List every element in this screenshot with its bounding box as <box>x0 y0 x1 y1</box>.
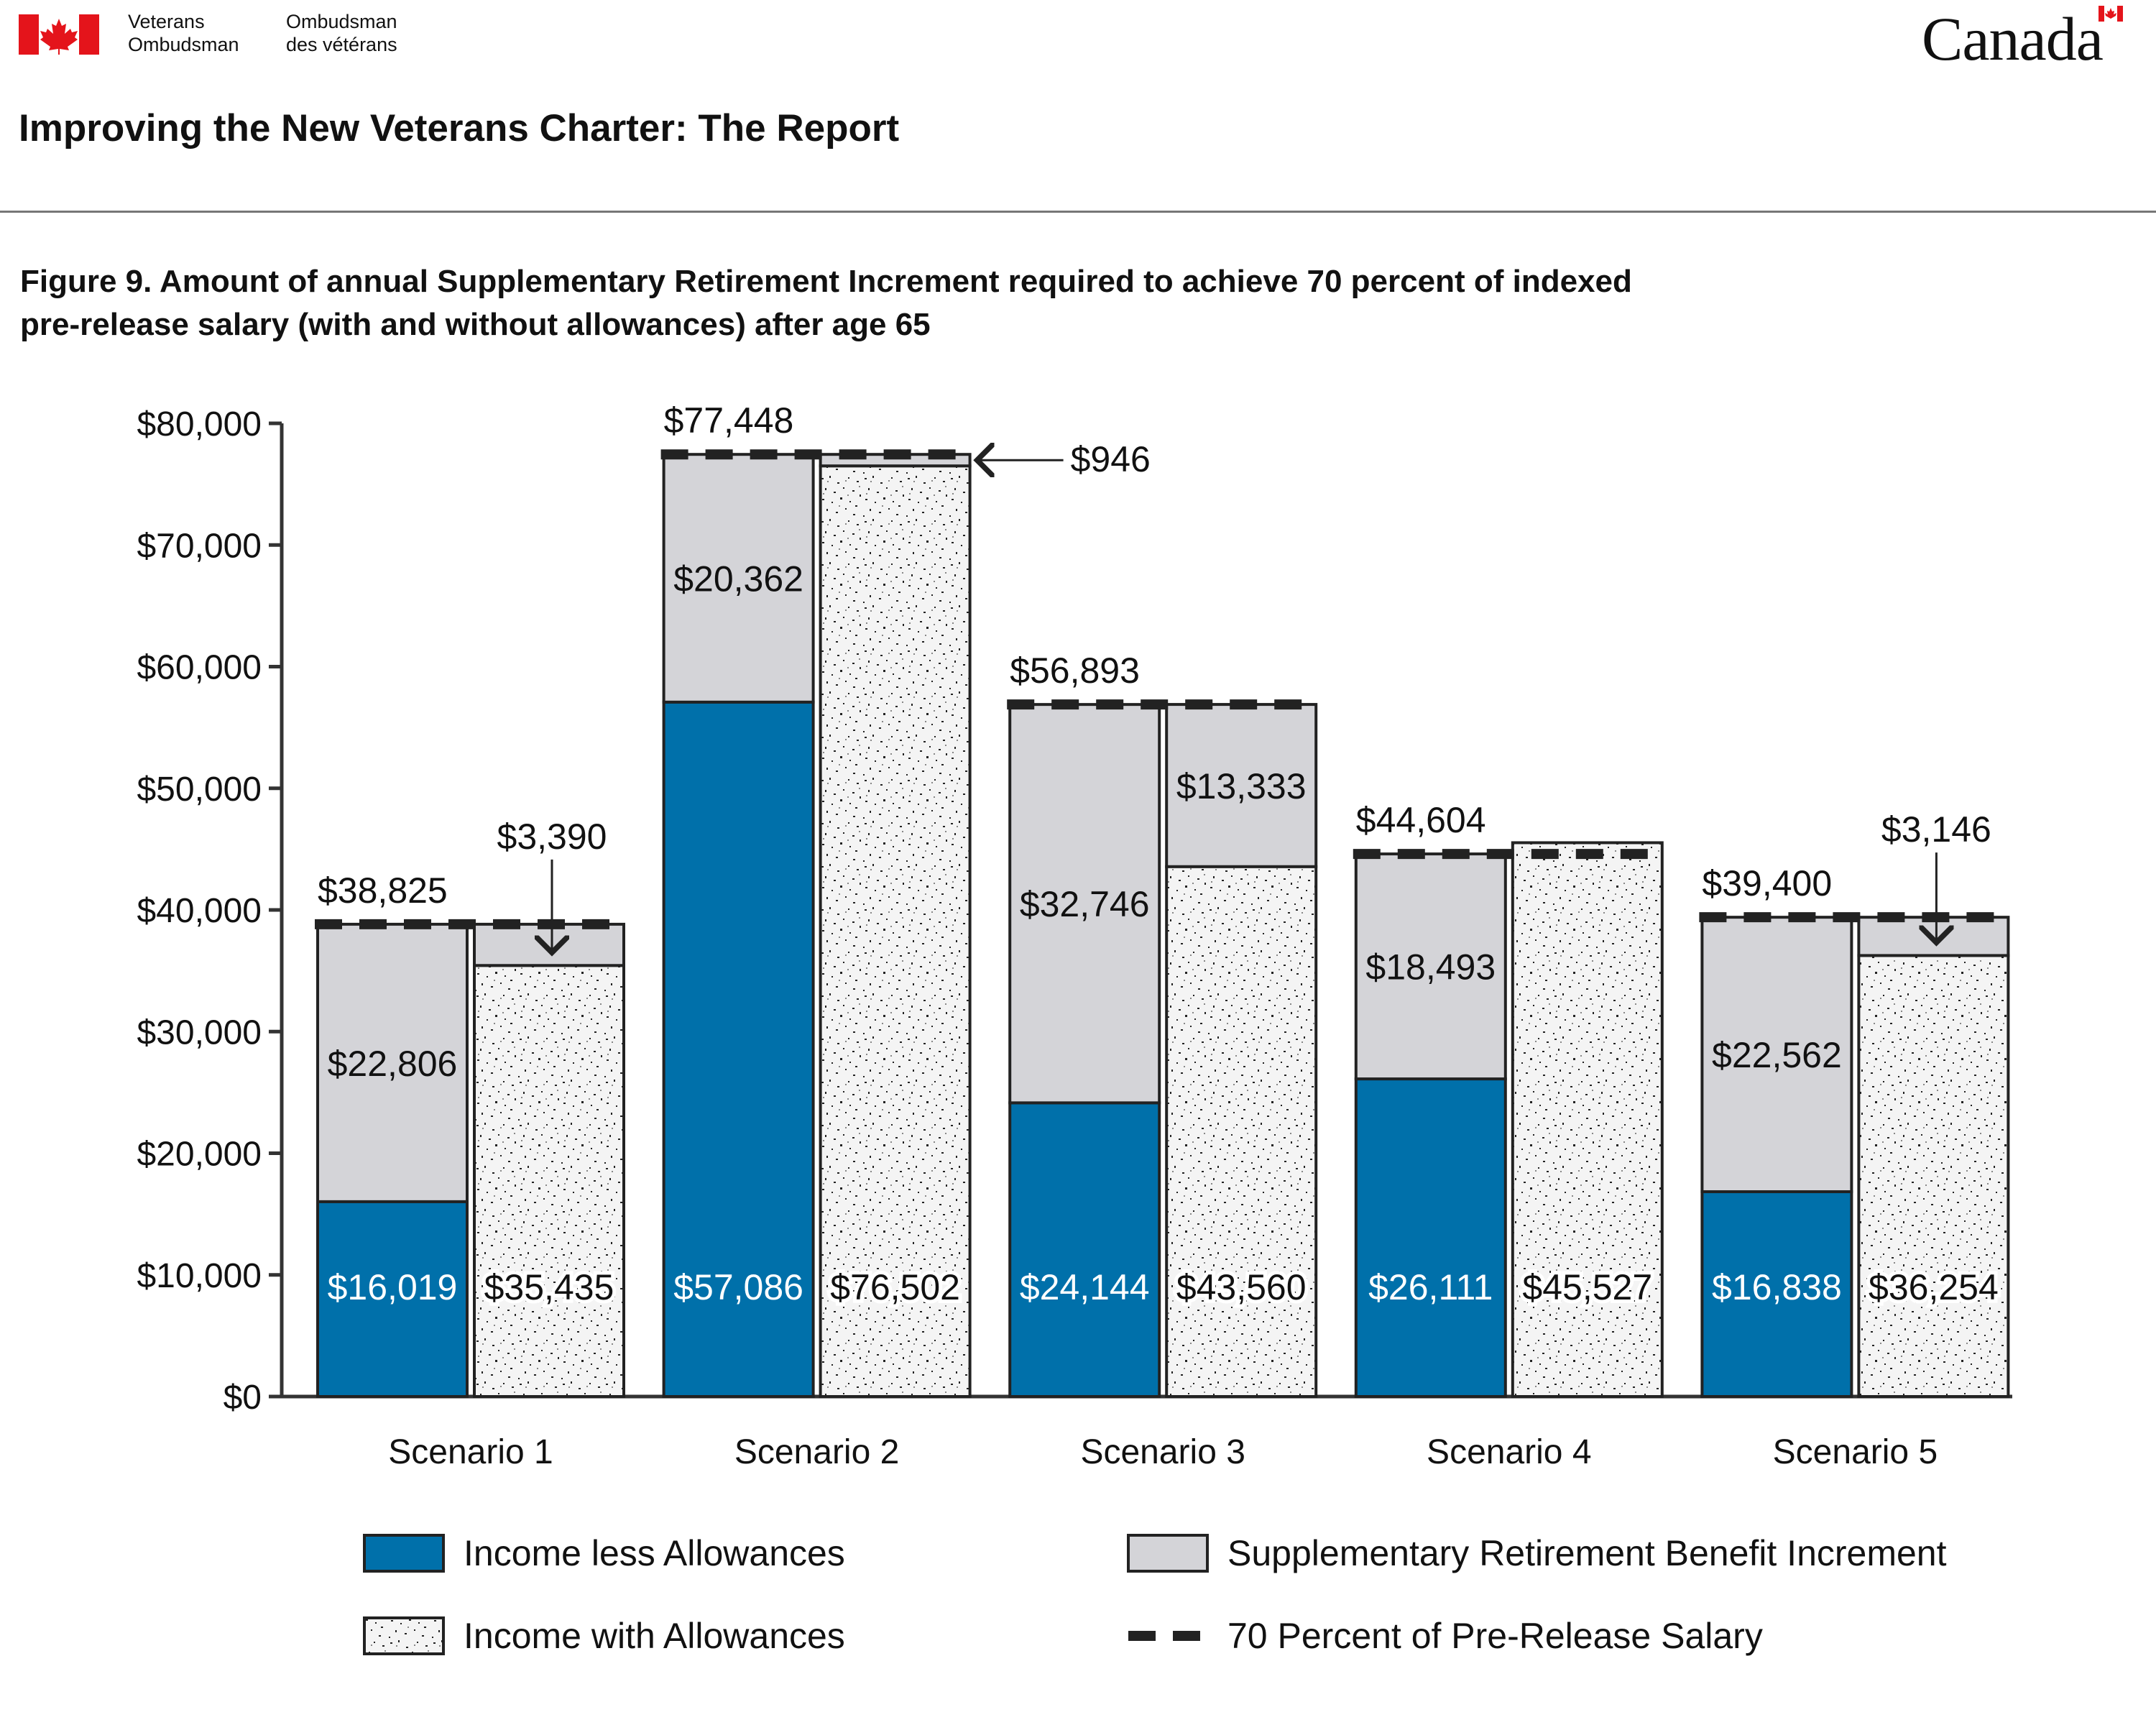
sri-increment-label: $32,746 <box>1020 884 1150 924</box>
figure-title-line1: Figure 9. Amount of annual Supplementary… <box>20 264 1632 299</box>
income-less-label: $24,144 <box>1020 1267 1150 1307</box>
income-less-label: $16,838 <box>1712 1267 1842 1307</box>
y-tick-label: $0 <box>224 1379 262 1417</box>
bar-income-less-allowances <box>1700 1190 1853 1398</box>
y-tick-label: $20,000 <box>137 1136 262 1174</box>
x-category-label: Scenario 2 <box>734 1433 899 1471</box>
figure-title-line2: pre-release salary (with and without all… <box>20 307 931 342</box>
figure-title: Figure 9. Amount of annual Supplementary… <box>20 260 2032 346</box>
income-with-label: $76,502 <box>830 1267 960 1307</box>
income-with-label: $45,527 <box>1522 1267 1652 1307</box>
bar-sri-increment <box>1008 703 1161 1105</box>
y-tick-label: $80,000 <box>137 405 262 443</box>
target-salary-label: $56,893 <box>1010 650 1140 691</box>
bar-income-less-allowances <box>316 1200 469 1398</box>
legend-label: Income with Allowances <box>464 1616 845 1656</box>
bar-sri-increment <box>662 453 815 704</box>
sri-increment-right-label: $3,146 <box>1881 809 1991 850</box>
legend-label: 70 Percent of Pre-Release Salary <box>1227 1616 1763 1656</box>
department-name-fr: Ombudsman des vétérans <box>286 10 397 56</box>
y-tick-label: $70,000 <box>137 527 262 565</box>
income-less-label: $26,111 <box>1368 1267 1493 1307</box>
bar-income-less-allowances <box>1354 1077 1507 1398</box>
dept-en-line1: Veterans <box>128 11 205 32</box>
sri-increment-right-label: $946 <box>1071 439 1151 479</box>
canada-wordmark: Canada <box>1922 0 2137 73</box>
bar-sri-increment-right <box>1857 916 2010 957</box>
maple-leaf-icon <box>19 14 99 55</box>
target-salary-label: $38,825 <box>318 870 448 911</box>
x-category-label: Scenario 3 <box>1080 1433 1245 1471</box>
legend-label: Income less Allowances <box>464 1533 845 1573</box>
bar-income-less-allowances <box>1008 1101 1161 1398</box>
bar-income-with-allowances <box>1165 865 1318 1398</box>
sri-increment-right-label: $3,390 <box>497 816 607 857</box>
bar-income-with-allowances <box>1857 954 2010 1398</box>
target-salary-label: $39,400 <box>1702 863 1832 903</box>
header-divider <box>0 211 2156 213</box>
income-less-label: $16,019 <box>328 1267 458 1307</box>
bar-sri-increment-right <box>1165 703 1318 868</box>
target-salary-label: $44,604 <box>1356 800 1486 840</box>
y-tick-label: $40,000 <box>137 892 262 930</box>
wordmark-text: Canada <box>1922 4 2104 73</box>
bar-sri-increment <box>1354 852 1507 1081</box>
dept-fr-line1: Ombudsman <box>286 11 397 32</box>
income-with-label: $35,435 <box>484 1267 614 1307</box>
department-name-en: Veterans Ombudsman <box>128 10 239 56</box>
page-title: Improving the New Veterans Charter: The … <box>19 107 900 150</box>
target-salary-label: $77,448 <box>664 400 794 441</box>
income-less-label: $57,086 <box>673 1267 803 1307</box>
legend-label: Supplementary Retirement Benefit Increme… <box>1227 1533 1947 1573</box>
bar-income-with-allowances <box>819 464 972 1399</box>
bar-income-with-allowances <box>473 964 625 1398</box>
page-header: Veterans Ombudsman Ombudsman des vétéran… <box>0 0 2156 216</box>
sri-increment-label: $22,806 <box>328 1044 458 1084</box>
bar-income-less-allowances <box>662 700 815 1398</box>
income-with-label: $43,560 <box>1176 1267 1307 1307</box>
legend-swatch-sri <box>1127 1534 1209 1573</box>
wordmark-flag-icon <box>2099 6 2123 22</box>
y-tick-label: $30,000 <box>137 1013 262 1052</box>
sri-increment-label: $18,493 <box>1365 947 1496 988</box>
dept-fr-line2: des vétérans <box>286 34 397 55</box>
legend-swatch-income-less <box>363 1534 445 1573</box>
y-tick-label: $60,000 <box>137 649 262 687</box>
bar-income-with-allowances <box>1511 841 1664 1399</box>
y-tick-label: $50,000 <box>137 770 262 809</box>
dept-en-line2: Ombudsman <box>128 34 239 55</box>
x-category-label: Scenario 4 <box>1427 1433 1591 1471</box>
bar-sri-increment <box>1700 916 1853 1194</box>
sri-increment-label: $20,362 <box>673 559 803 599</box>
y-tick-label: $10,000 <box>137 1257 262 1295</box>
sri-increment-label: $22,562 <box>1712 1035 1842 1075</box>
bar-sri-increment <box>316 922 469 1203</box>
bar-sri-increment-right <box>473 922 625 967</box>
x-category-label: Scenario 1 <box>388 1433 553 1471</box>
legend-swatch-income-with <box>363 1616 445 1655</box>
income-with-label: $36,254 <box>1869 1267 1999 1307</box>
sri-increment-right-label: $13,333 <box>1176 766 1307 806</box>
x-category-label: Scenario 5 <box>1773 1433 1938 1471</box>
